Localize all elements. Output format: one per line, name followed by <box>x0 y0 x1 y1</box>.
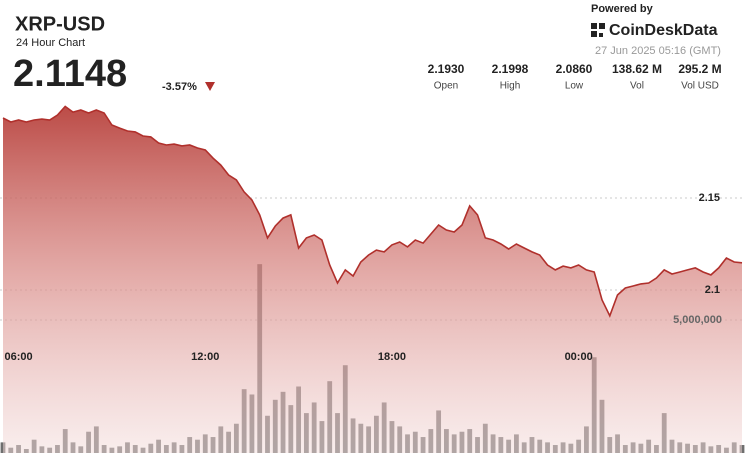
price: 2.1148 <box>13 53 127 95</box>
stat-value: 2.1930 <box>428 62 465 76</box>
stat-label: Low <box>565 81 584 92</box>
stat-value: 295.2 M <box>678 62 721 76</box>
down-arrow <box>205 82 215 91</box>
stat-label: Open <box>434 81 458 92</box>
change: -3.57% <box>162 81 197 93</box>
stat-label: Vol <box>630 81 644 92</box>
y2-tick-label: 5,000,000 <box>673 314 722 326</box>
brand: CoinDeskData <box>609 22 718 39</box>
y-tick-label: 2.1 <box>705 284 720 296</box>
y-tick-label: 2.15 <box>699 192 720 204</box>
stats: 2.1930 Open 2.1998 High 2.0860 Low 138.62 M Vol… <box>428 62 722 91</box>
subtitle: 24 Hour Chart <box>16 37 85 49</box>
x-tick-label: 12:00 <box>191 351 219 363</box>
stat-label: High <box>500 81 521 92</box>
brand-logo <box>591 23 605 37</box>
x-tick-label: 06:00 <box>4 351 32 363</box>
powered-by: Powered by <box>591 3 654 15</box>
x-tick-label: 00:00 <box>565 351 593 363</box>
timestamp: 27 Jun 2025 05:16 (GMT) <box>595 45 721 57</box>
title: XRP-USD <box>15 13 105 35</box>
plot-area <box>0 105 745 453</box>
x-tick-label: 18:00 <box>378 351 406 363</box>
stat-value: 138.62 M <box>612 62 662 76</box>
area-fill <box>3 106 742 453</box>
price-line <box>2 105 743 318</box>
stat-label: Vol USD <box>681 81 719 92</box>
stat-value: 2.0860 <box>556 62 593 76</box>
stat-value: 2.1998 <box>492 62 529 76</box>
